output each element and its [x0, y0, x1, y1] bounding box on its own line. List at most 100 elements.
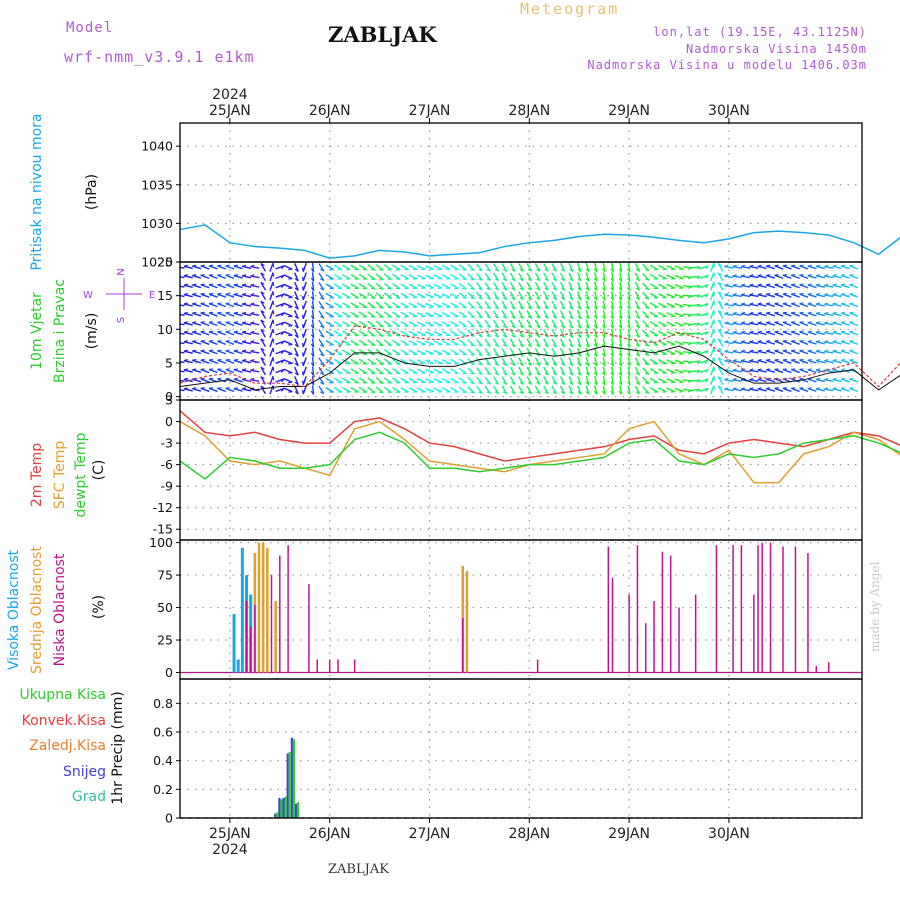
wind-arrow-head — [379, 344, 384, 347]
wind-arrow-head — [577, 353, 582, 357]
wind-arrow — [766, 359, 776, 364]
wind-arrow-head — [208, 311, 214, 314]
wind-arrow-head — [601, 287, 606, 292]
wind-arrow — [807, 265, 817, 270]
wind-arrow — [283, 368, 293, 374]
wind-arrow — [392, 292, 401, 299]
wind-arrow — [649, 377, 659, 384]
wind-arrow-head — [250, 377, 255, 381]
wind-arrow — [766, 265, 776, 270]
wind-arrow-head — [713, 281, 716, 287]
wind-arrow — [749, 322, 759, 326]
wind-arrow — [682, 285, 692, 288]
wind-arrow — [849, 293, 859, 298]
wind-arrow-head — [260, 357, 265, 361]
wind-arrow — [840, 321, 850, 326]
wind-arrow-head — [718, 281, 723, 285]
wind-arrow — [367, 377, 376, 384]
wind-arrow — [741, 275, 751, 279]
wind-arrow — [799, 293, 809, 298]
wind-arrow-head — [840, 264, 846, 267]
wind-arrow-head — [527, 287, 532, 291]
wind-arrow — [724, 284, 734, 288]
wind-arrow-head — [233, 377, 238, 380]
wind-arrow — [543, 281, 549, 291]
wind-arrow — [602, 309, 606, 320]
wind-arrow — [815, 359, 825, 364]
wind-arrow — [699, 312, 709, 317]
wind-arrow-head — [749, 359, 754, 362]
wind-arrow — [526, 329, 533, 338]
wind-arrow — [824, 350, 834, 354]
wind-arrow — [691, 360, 701, 363]
wind-arrow — [642, 273, 650, 281]
wind-arrow-head — [732, 274, 737, 277]
station-title: ZABLJAK — [328, 22, 437, 47]
wind-arrow-head — [511, 334, 516, 338]
wind-arrow — [790, 340, 800, 345]
wind-arrow — [757, 275, 767, 279]
wind-arrow — [602, 375, 606, 386]
wind-arrow-head — [635, 334, 640, 338]
wind-arrow-head — [577, 334, 582, 339]
wind-arrow — [350, 273, 359, 280]
wind-arrow-head — [705, 359, 709, 364]
wind-arrow — [799, 387, 809, 393]
cloud-bar — [645, 623, 647, 673]
wind-arrow-head — [429, 371, 434, 374]
wind-arrow-head — [387, 325, 392, 328]
wind-arrow — [416, 302, 426, 308]
wind-arrow — [408, 283, 418, 289]
wind-arrow-head — [774, 340, 779, 342]
wind-arrow-head — [192, 340, 197, 343]
wind-arrow — [611, 272, 614, 282]
wind-arrow-head — [849, 377, 854, 380]
wind-arrow-head — [782, 302, 787, 305]
wind-arrow-head — [626, 287, 631, 292]
x-label-top: 28JAN — [508, 103, 550, 119]
wind-arrow — [408, 302, 418, 308]
wind-arrow-head — [569, 362, 574, 367]
wind-arrow — [433, 378, 443, 383]
y-tick-label: 0.8 — [153, 696, 173, 711]
wind-arrow-head — [370, 391, 375, 394]
wind-arrow-head — [824, 349, 829, 352]
wind-arrow-head — [569, 278, 574, 282]
wind-arrow — [302, 347, 307, 357]
wind-arrow — [392, 320, 401, 327]
wind-arrow-head — [192, 274, 197, 277]
wind-arrow-head — [815, 377, 821, 381]
wind-arrow-head — [387, 297, 392, 299]
wind-arrow-head — [601, 296, 606, 301]
wind-arrow-head — [192, 302, 197, 305]
wind-arrow — [815, 275, 825, 279]
wind-arrow — [318, 272, 325, 281]
wind-arrow-head — [462, 316, 467, 318]
y-tick-label: 0.6 — [153, 725, 173, 740]
wind-arrow-head — [225, 264, 230, 267]
wind-arrow-head — [832, 387, 837, 390]
wind-arrow — [627, 272, 631, 282]
wind-arrow — [269, 357, 274, 367]
year-top: 2024 — [212, 87, 248, 103]
wind-gust-line — [179, 325, 900, 388]
wind-arrow-head — [429, 324, 434, 327]
wind-arrow-head — [272, 300, 275, 305]
wind-arrow — [283, 387, 293, 393]
wind-arrow — [534, 310, 541, 319]
wind-arrow — [425, 350, 434, 355]
wind-arrow-head — [782, 283, 787, 286]
wind-arrow-head — [824, 330, 829, 334]
wind-arrow — [467, 329, 475, 337]
wind-arrow-head — [241, 264, 247, 267]
wind-arrow — [433, 312, 443, 317]
wind-arrow-head — [740, 359, 746, 362]
wind-arrow-head — [610, 353, 614, 358]
wind-arrow — [666, 378, 676, 383]
wind-arrow-head — [766, 311, 771, 314]
wind-arrow-head — [527, 391, 532, 395]
cloud-bar — [308, 584, 310, 673]
wind-arrow — [602, 272, 606, 282]
wind-arrow-head — [192, 292, 197, 295]
wind-arrow — [311, 338, 315, 348]
